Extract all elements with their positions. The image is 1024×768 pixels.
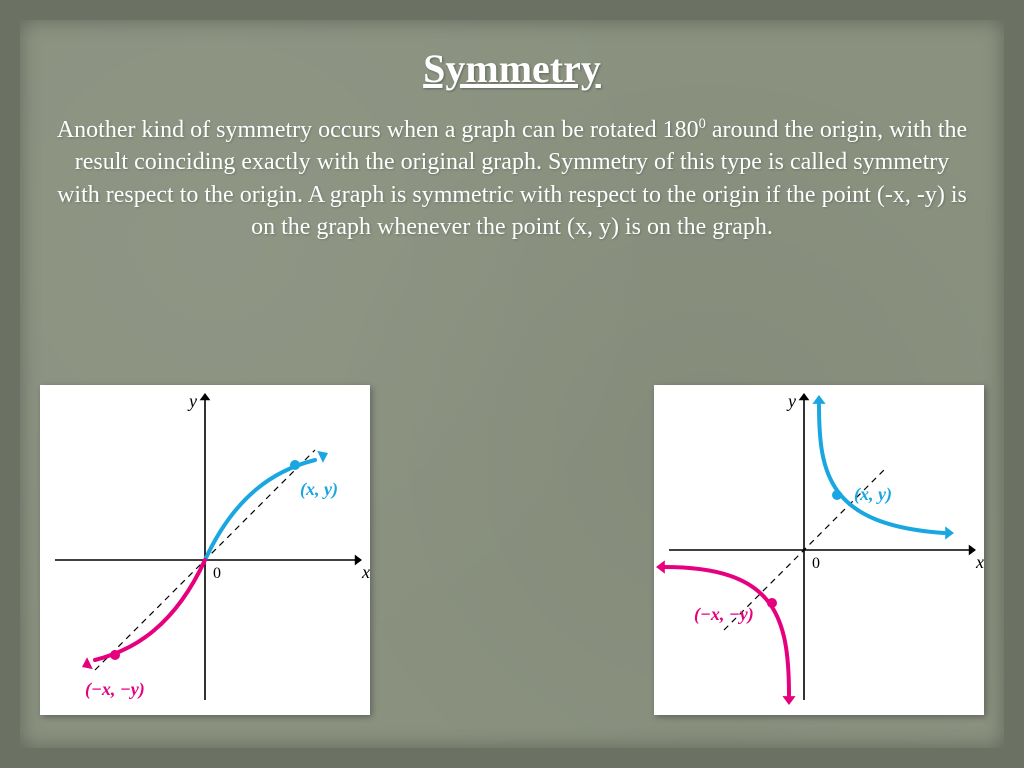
svg-text:0: 0: [213, 565, 221, 582]
svg-text:x: x: [975, 552, 984, 572]
charts-row: x y 0 (x, y) (−x, −y) x y 0 (x, y) (−x, −y): [0, 385, 1024, 715]
svg-text:(x, y): (x, y): [300, 479, 338, 500]
svg-text:0: 0: [812, 555, 820, 572]
svg-text:(−x, −y): (−x, −y): [694, 604, 754, 625]
slide-content: Symmetry Another kind of symmetry occurs…: [0, 0, 1024, 264]
svg-text:x: x: [361, 562, 370, 582]
svg-text:(−x, −y): (−x, −y): [85, 679, 145, 700]
svg-text:y: y: [187, 391, 197, 411]
chart-right: x y 0 (x, y) (−x, −y): [654, 385, 984, 715]
chart-left: x y 0 (x, y) (−x, −y): [40, 385, 370, 715]
slide-title: Symmetry: [55, 45, 969, 92]
svg-text:y: y: [786, 391, 796, 411]
slide-body: Another kind of symmetry occurs when a g…: [55, 114, 969, 244]
svg-text:(x, y): (x, y): [854, 484, 892, 505]
